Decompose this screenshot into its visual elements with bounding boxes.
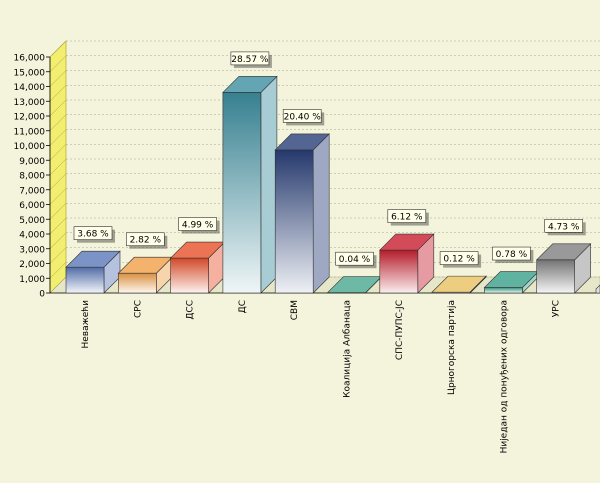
data-label-text: 0.04 % xyxy=(339,255,371,265)
data-label-text: 3.68 % xyxy=(77,230,109,240)
x-tick-label: СВМ xyxy=(290,300,300,320)
bar-front xyxy=(171,258,209,293)
y-tick-label: 11,000 xyxy=(14,127,46,137)
bar-3 xyxy=(171,242,225,293)
bar-4 xyxy=(223,76,277,293)
y-tick-label: 6,000 xyxy=(19,201,45,211)
x-tick-label: ДС xyxy=(238,300,248,313)
y-tick-label: 3,000 xyxy=(19,245,45,255)
bar-front xyxy=(118,273,156,293)
bar-front xyxy=(484,288,522,293)
y-tick-label: 5,000 xyxy=(19,216,45,226)
y-tick-label: 7,000 xyxy=(19,186,45,196)
x-tick-label: СРС xyxy=(133,300,143,318)
y-tick-label: 2,000 xyxy=(19,260,45,270)
x-tick-label: Ниједан од понуђених одговора xyxy=(499,300,509,453)
y-tick-label: 16,000 xyxy=(14,54,46,64)
data-label-text: 6.12 % xyxy=(391,213,423,223)
data-label-text: 4.99 % xyxy=(182,221,214,231)
bar-side xyxy=(261,76,277,293)
data-label-5: 20.40 % xyxy=(283,109,324,125)
data-label-text: 2.82 % xyxy=(130,236,162,246)
bar-front xyxy=(380,250,418,293)
data-label-6: 0.04 % xyxy=(336,252,377,268)
data-label-1: 3.68 % xyxy=(74,227,115,243)
bar-7 xyxy=(380,234,434,293)
data-label-9: 0.78 % xyxy=(492,247,533,263)
data-label-2: 2.82 % xyxy=(126,233,167,249)
y-tick-label: 15,000 xyxy=(14,68,46,78)
data-label-7: 6.12 % xyxy=(388,210,429,226)
x-tick-label: ДСС xyxy=(186,300,196,320)
bar-side xyxy=(313,134,329,293)
bar-front xyxy=(223,92,261,293)
bar-5 xyxy=(275,134,329,293)
y-tick-label: 4,000 xyxy=(19,231,45,241)
data-label-text: 28.57 % xyxy=(231,55,269,65)
y-tick-label: 8,000 xyxy=(19,172,45,182)
y-tick-label: 1,000 xyxy=(19,275,45,285)
data-label-text: 0.78 % xyxy=(496,250,528,260)
x-tick-label: Коалиција Албанаца xyxy=(343,300,353,398)
x-axis-labels: Неважећи СРС ДСС ДС СВМ Коалиција Албанаца СПС… xyxy=(81,300,562,454)
x-tick-label: Неважећи xyxy=(81,300,91,349)
bar-front xyxy=(537,260,575,293)
data-label-4: 28.57 % xyxy=(231,52,272,68)
bar-front xyxy=(275,150,313,293)
bar-front xyxy=(66,267,104,293)
y-tick-label: 12,000 xyxy=(14,113,46,123)
data-label-text: 4.73 % xyxy=(548,222,580,232)
x-tick-label: СПС-ПУПС-ЈС xyxy=(395,300,405,360)
data-label-text: 20.40 % xyxy=(284,112,322,122)
y-tick-label: 9,000 xyxy=(19,157,45,167)
data-label-3: 4.99 % xyxy=(179,218,220,234)
x-tick-label: Црногорска партија xyxy=(447,300,457,395)
y-tick-label: 0 xyxy=(39,290,45,300)
y-tick-label: 13,000 xyxy=(14,98,46,108)
data-label-10: 4.73 % xyxy=(545,219,586,235)
y-tick-label: 10,000 xyxy=(14,142,46,152)
data-label-8: 0.12 % xyxy=(440,252,481,268)
x-tick-label: УРС xyxy=(552,300,562,317)
data-label-text: 0.12 % xyxy=(443,255,475,265)
y-tick-label: 14,000 xyxy=(14,83,46,93)
